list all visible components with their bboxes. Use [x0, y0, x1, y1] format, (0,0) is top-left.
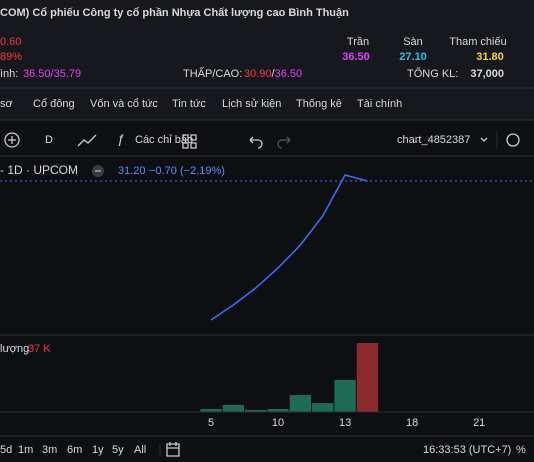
volume-pane-value: 37 K: [28, 343, 51, 355]
volume-bar: [200, 409, 222, 412]
x-tick-label: 10: [272, 417, 284, 429]
tab[interactable]: Cổ đông: [33, 98, 75, 110]
alert-icon[interactable]: [506, 133, 520, 147]
interval[interactable]: D: [45, 134, 53, 146]
legend-last: 31.20: [118, 165, 146, 177]
floor: 27.10: [399, 51, 427, 63]
tab[interactable]: Thống kê: [296, 98, 342, 110]
fx-icon: ƒ: [117, 131, 124, 146]
chart-type-icon[interactable]: [77, 134, 97, 147]
ranges: 5d 1m 3m 6m 1y 5y All: [0, 444, 146, 456]
lowhigh-sep: /: [272, 68, 276, 80]
legend-change: −0.70: [149, 165, 177, 177]
tab[interactable]: Tài chính: [357, 98, 402, 110]
volume-bar: [312, 403, 334, 412]
tab[interactable]: sơ: [0, 98, 13, 110]
tab[interactable]: Lịch sử kiện: [222, 98, 281, 110]
x-tick-label: 13: [339, 417, 351, 429]
percent-toggle[interactable]: %: [516, 444, 526, 456]
low: 30.90: [244, 68, 272, 80]
tabs: sơ Cổ đông Vốn và cổ tức Tin tức Lịch sử kiệ…: [0, 98, 402, 110]
volume-pane-label: lượng: [0, 343, 29, 355]
avg-label: ình:: [0, 68, 18, 80]
clock: 16:33:53 (UTC+7): [423, 444, 511, 456]
undo-icon[interactable]: [249, 136, 263, 149]
ref: 31.80: [476, 51, 504, 63]
add-icon-plus: [8, 136, 16, 144]
volume-label: TỔNG KL:: [407, 67, 458, 80]
ceiling-label: Trần: [347, 36, 369, 48]
add-icon[interactable]: [4, 132, 20, 148]
range-button[interactable]: 5y: [112, 444, 124, 456]
calendar-icon[interactable]: [166, 442, 180, 457]
floor-label: Sàn: [403, 36, 423, 48]
range-button[interactable]: 3m: [42, 444, 57, 456]
change: 0.60: [0, 36, 21, 48]
avg: 36.50/35.79: [23, 68, 81, 80]
ref-label: Tham chiếu: [449, 36, 506, 48]
range-button[interactable]: 6m: [67, 444, 82, 456]
redo-icon[interactable]: [277, 136, 291, 149]
chevron[interactable]: [480, 137, 488, 142]
layout-icon[interactable]: [182, 134, 197, 149]
tab[interactable]: Vốn và cổ tức: [90, 98, 158, 110]
volume-bar: [222, 404, 245, 412]
range-button[interactable]: 1y: [92, 444, 104, 456]
indicators[interactable]: Các chỉ báo: [135, 134, 193, 146]
lowhigh-label: THẤP/CAO:: [183, 67, 242, 80]
legend-symbol: - 1D · UPCOM: [0, 163, 78, 177]
high: 36.50: [275, 68, 303, 80]
lowhigh: 30.90/36.50: [244, 68, 302, 80]
legend-change-pct: (−2.19%): [180, 165, 225, 177]
price-line: [210, 174, 368, 321]
x-tick-label: 18: [406, 417, 418, 429]
volume-bar: [356, 343, 379, 412]
range-button[interactable]: All: [134, 444, 146, 456]
tab[interactable]: Tin tức: [172, 98, 206, 110]
x-tick-label: 21: [473, 417, 485, 429]
volume-bar: [267, 409, 289, 412]
chart-name[interactable]: chart_4852387: [397, 134, 470, 146]
change-pct: 89%: [0, 51, 22, 63]
range-button[interactable]: 5d: [0, 444, 12, 456]
volume-bar: [289, 395, 312, 412]
volume-bar: [334, 379, 356, 412]
x-tick-label: 5: [208, 417, 214, 429]
volume: 37,000: [470, 68, 504, 80]
info-panel: [0, 0, 534, 120]
stock-title: COM) Cổ phiếu Công ty cổ phần Nhựa Chất …: [0, 7, 349, 19]
volume-bar: [245, 409, 267, 412]
range-button[interactable]: 1m: [18, 444, 33, 456]
ceiling: 36.50: [342, 51, 370, 63]
